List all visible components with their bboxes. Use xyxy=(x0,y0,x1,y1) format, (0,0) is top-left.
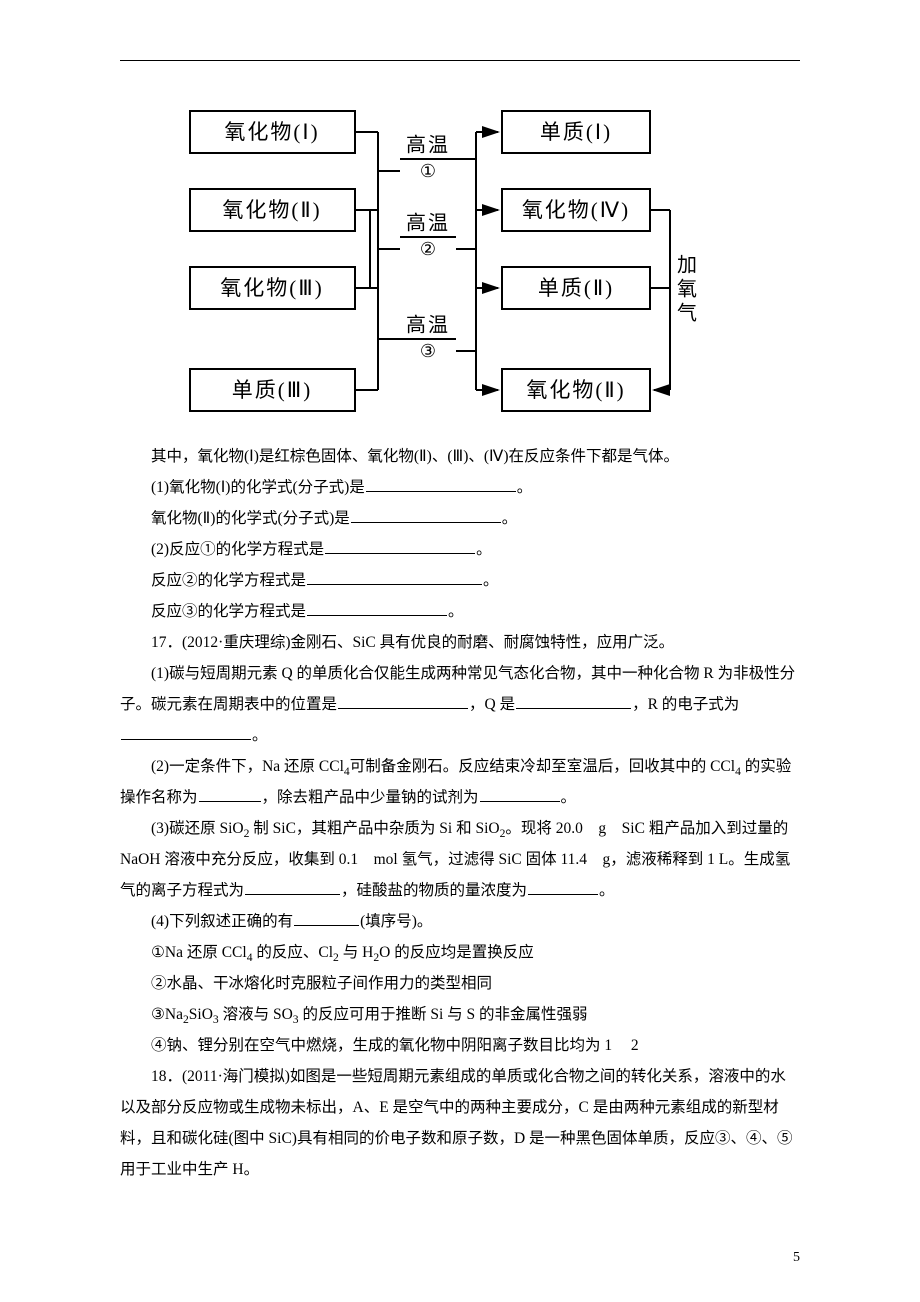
blank xyxy=(480,786,560,803)
text: 。 xyxy=(476,541,492,558)
blank xyxy=(294,910,359,927)
mid-label-1-num: ① xyxy=(420,161,436,181)
blank xyxy=(516,693,631,710)
blank xyxy=(121,724,251,741)
opt-1: ①Na 还原 CCl4 的反应、Cl2 与 H2O 的反应均是置换反应 xyxy=(120,937,800,968)
opt-2: ②水晶、干冰熔化时克服粒子间作用力的类型相同 xyxy=(120,968,800,999)
box-oxide-3: 氧化物(Ⅲ) xyxy=(220,276,323,300)
text: (1)氧化物(Ⅰ)的化学式(分子式)是 xyxy=(151,479,365,496)
text: 反应②的化学方程式是 xyxy=(151,572,306,589)
text: 17．(2012·重庆理综)金刚石、SiC 具有优良的耐磨、耐腐蚀特性，应用广泛… xyxy=(151,634,674,651)
box-oxide-1: 氧化物(Ⅰ) xyxy=(224,120,319,144)
text: 制 SiC，其粗产品中杂质为 Si 和 SiO xyxy=(249,820,499,837)
mid-label-2-num: ② xyxy=(420,239,436,259)
opt-4: ④钠、锂分别在空气中燃烧，生成的氧化物中阴阳离子数目比均为 1 2 xyxy=(120,1030,800,1061)
text: 可制备金刚石。反应结束冷却至室温后，回收其中的 CCl xyxy=(350,758,735,775)
blank xyxy=(351,507,501,524)
q17-intro: 17．(2012·重庆理综)金刚石、SiC 具有优良的耐磨、耐腐蚀特性，应用广泛… xyxy=(120,627,800,658)
text: (4)下列叙述正确的有 xyxy=(151,913,293,930)
text: ③Na xyxy=(151,1006,183,1023)
mid-label-1-top: 高温 xyxy=(406,134,450,157)
text: 氧化物(Ⅱ)的化学式(分子式)是 xyxy=(151,510,350,527)
mid-label-2-top: 高温 xyxy=(406,212,450,235)
side-vert-1: 加 xyxy=(677,254,697,277)
text: SiO xyxy=(189,1006,213,1023)
text: O 的反应均是置换反应 xyxy=(379,944,534,961)
box-elem-3: 单质(Ⅲ) xyxy=(232,378,312,402)
paragraph: (1)氧化物(Ⅰ)的化学式(分子式)是 。 xyxy=(120,472,800,503)
text: 的反应可用于推断 Si 与 S 的非金属性强弱 xyxy=(299,1006,588,1023)
reaction-diagram: 氧化物(Ⅰ) 氧化物(Ⅱ) 氧化物(Ⅲ) 单质(Ⅲ) 单质(Ⅰ) 氧化物(Ⅳ) … xyxy=(180,101,800,421)
mid-label-3-num: ③ xyxy=(420,341,436,361)
text: 18．(2011·海门模拟)如图是一些短周期元素组成的单质或化合物之间的转化关系… xyxy=(120,1068,793,1178)
q17-4: (4)下列叙述正确的有 (填序号)。 xyxy=(120,906,800,937)
paragraph: 氧化物(Ⅱ)的化学式(分子式)是 。 xyxy=(120,503,800,534)
text: 反应③的化学方程式是 xyxy=(151,603,306,620)
text: ，R 的电子式为 xyxy=(632,696,739,713)
text: 。 xyxy=(561,789,577,806)
right-boxes: 单质(Ⅰ) 氧化物(Ⅳ) 单质(Ⅱ) 氧化物(Ⅱ) xyxy=(502,111,650,411)
blank xyxy=(307,600,447,617)
paragraph: 反应③的化学方程式是 。 xyxy=(120,596,800,627)
side-vert-3: 气 xyxy=(677,302,697,325)
text: (2)一定条件下，Na 还原 CCl xyxy=(151,758,344,775)
text: 2 xyxy=(631,1037,639,1054)
text: 与 H xyxy=(339,944,373,961)
blank xyxy=(325,538,475,555)
text: 溶液与 SO xyxy=(219,1006,293,1023)
mid-label-3-top: 高温 xyxy=(406,314,450,337)
text: ，除去粗产品中少量钠的试剂为 xyxy=(262,789,479,806)
box-oxide-4: 氧化物(Ⅳ) xyxy=(522,198,630,222)
text: ①Na 还原 CCl xyxy=(151,944,247,961)
q17-3: (3)碳还原 SiO2 制 SiC，其粗产品中杂质为 Si 和 SiO2。现将 … xyxy=(120,813,800,906)
text: (填序号)。 xyxy=(360,913,432,930)
text: ，硅酸盐的物质的量浓度为 xyxy=(341,882,527,899)
text: ，Q 是 xyxy=(469,696,515,713)
text: 其中，氧化物(Ⅰ)是红棕色固体、氧化物(Ⅱ)、(Ⅲ)、(Ⅳ)在反应条件下都是气体… xyxy=(151,448,679,465)
page-number: 5 xyxy=(793,1244,800,1272)
box-oxide-2b: 氧化物(Ⅱ) xyxy=(526,378,625,402)
text: 。 xyxy=(599,882,615,899)
q17-2: (2)一定条件下，Na 还原 CCl4可制备金刚石。反应结束冷却至室温后，回收其… xyxy=(120,751,800,813)
left-boxes: 氧化物(Ⅰ) 氧化物(Ⅱ) 氧化物(Ⅲ) 单质(Ⅲ) xyxy=(190,111,355,411)
blank xyxy=(245,879,340,896)
paragraph: 反应②的化学方程式是 。 xyxy=(120,565,800,596)
diagram-svg: 氧化物(Ⅰ) 氧化物(Ⅱ) 氧化物(Ⅲ) 单质(Ⅲ) 单质(Ⅰ) 氧化物(Ⅳ) … xyxy=(180,101,700,421)
horizontal-rule xyxy=(120,60,800,61)
text: 。 xyxy=(517,479,533,496)
side-vert-2: 氧 xyxy=(677,278,697,301)
box-elem-1: 单质(Ⅰ) xyxy=(540,120,612,144)
blank xyxy=(338,693,468,710)
blank xyxy=(199,786,261,803)
text: ④钠、锂分别在空气中燃烧，生成的氧化物中阴阳离子数目比均为 1 xyxy=(151,1037,612,1054)
paragraph: 其中，氧化物(Ⅰ)是红棕色固体、氧化物(Ⅱ)、(Ⅲ)、(Ⅳ)在反应条件下都是气体… xyxy=(120,441,800,472)
box-elem-2: 单质(Ⅱ) xyxy=(538,276,614,300)
text: (3)碳还原 SiO xyxy=(151,820,244,837)
paragraph: (2)反应①的化学方程式是 。 xyxy=(120,534,800,565)
blank xyxy=(307,569,482,586)
opt-3: ③Na2SiO3 溶液与 SO3 的反应可用于推断 Si 与 S 的非金属性强弱 xyxy=(120,999,800,1030)
text: 。 xyxy=(252,727,268,744)
text: 。 xyxy=(502,510,518,527)
blank xyxy=(528,879,598,896)
q18: 18．(2011·海门模拟)如图是一些短周期元素组成的单质或化合物之间的转化关系… xyxy=(120,1061,800,1185)
q17-1: (1)碳与短周期元素 Q 的单质化合仅能生成两种常见气态化合物，其中一种化合物 … xyxy=(120,658,800,751)
text: 。 xyxy=(483,572,499,589)
text: ②水晶、干冰熔化时克服粒子间作用力的类型相同 xyxy=(151,975,492,992)
text: 的反应、Cl xyxy=(253,944,334,961)
blank xyxy=(366,476,516,493)
text: (2)反应①的化学方程式是 xyxy=(151,541,324,558)
box-oxide-2: 氧化物(Ⅱ) xyxy=(222,198,321,222)
text: 。 xyxy=(448,603,464,620)
